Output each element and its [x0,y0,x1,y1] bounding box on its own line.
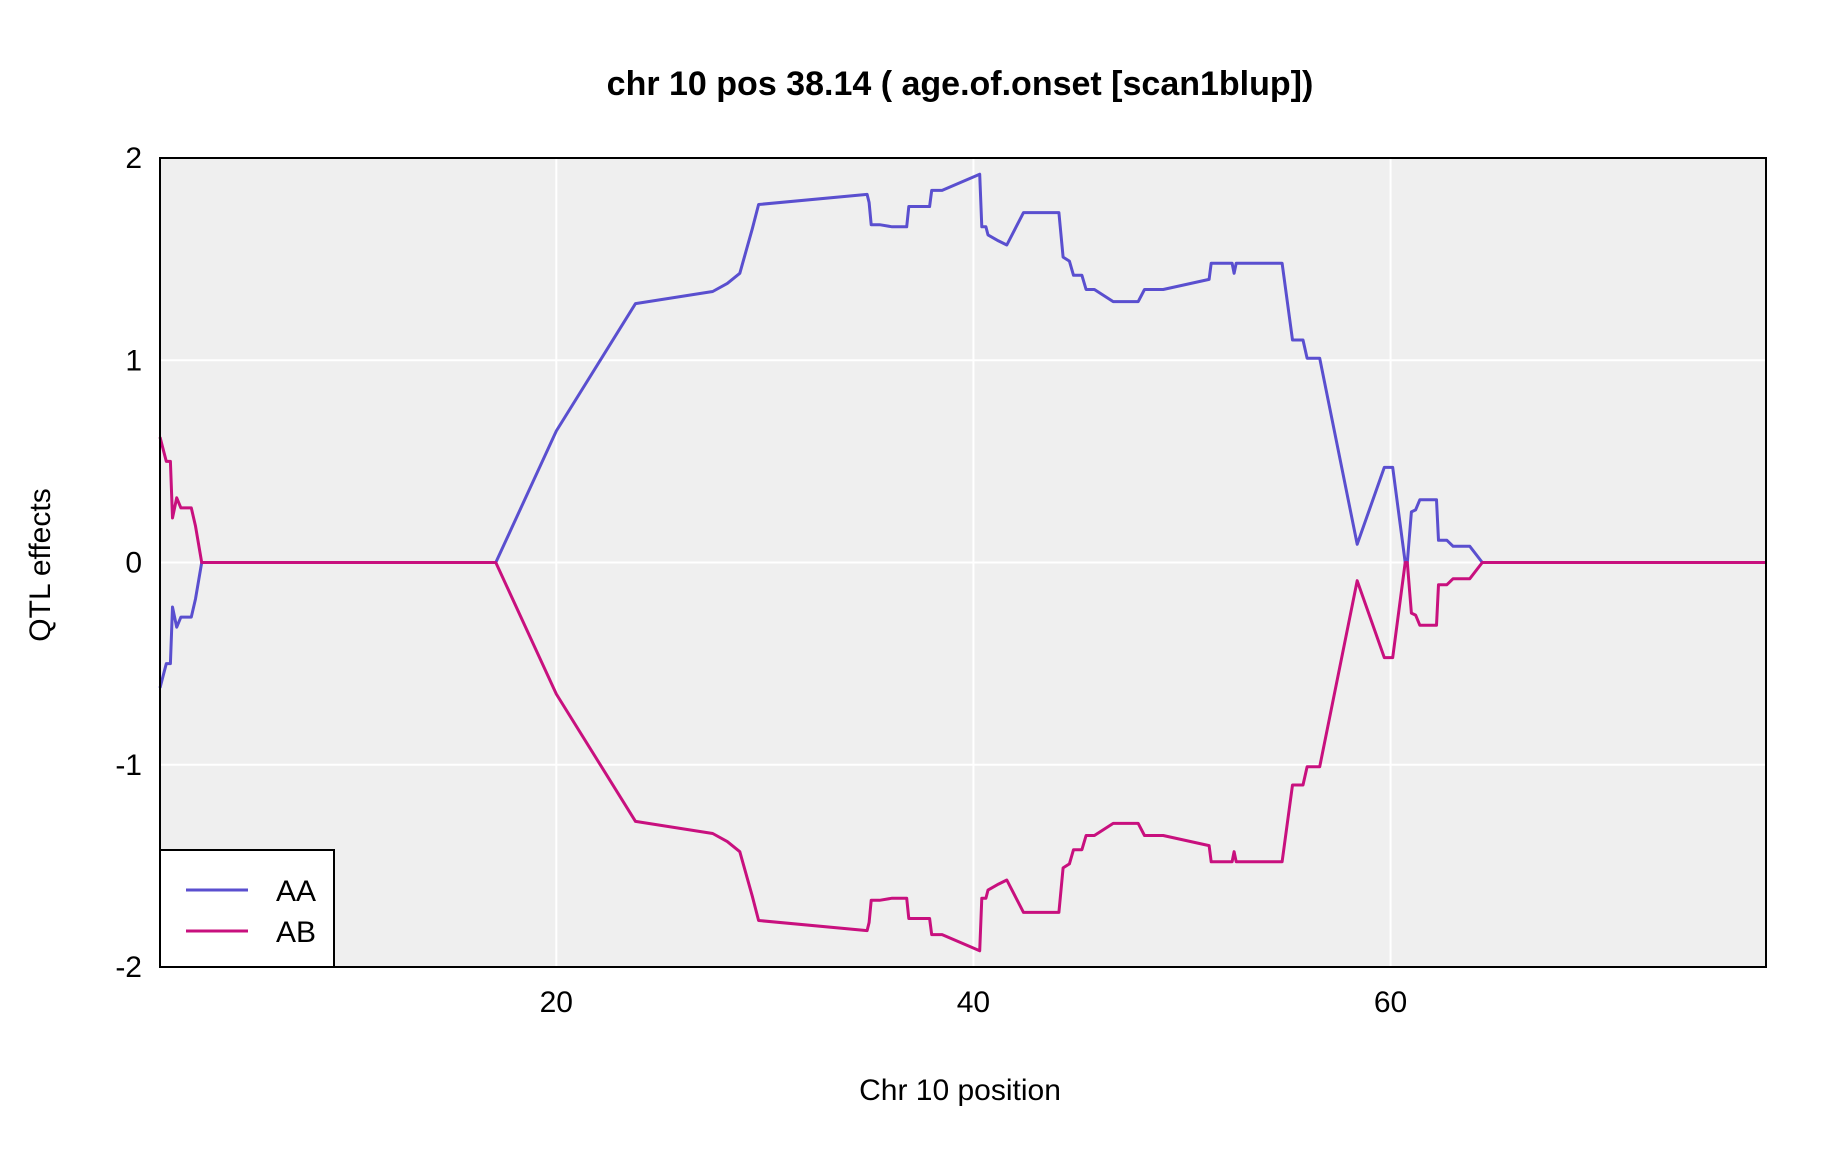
legend-label-ab: AB [276,916,316,949]
y-tick-label: -2 [115,951,142,984]
chart-title: chr 10 pos 38.14 ( age.of.onset [scan1bl… [607,65,1314,103]
series-line-ab [158,436,1766,953]
legend-box [159,849,335,968]
y-tick-label: 2 [125,142,142,175]
plot-frame [159,157,1767,968]
x-axis-label: Chr 10 position [859,1074,1061,1107]
y-tick-label: 0 [125,547,142,580]
series-lines [158,172,1766,953]
legend: AA AB [159,849,335,968]
y-tick-label: 1 [125,344,142,377]
tick-labels: 20 40 60 -2 -1 0 1 2 [115,142,1407,1019]
legend-label-aa: AA [276,875,316,908]
y-axis-label: QTL effects [24,488,57,641]
y-tick-label: -1 [115,749,142,782]
x-tick-label: 20 [540,986,573,1019]
x-tick-label: 60 [1374,986,1407,1019]
x-tick-label: 40 [957,986,990,1019]
